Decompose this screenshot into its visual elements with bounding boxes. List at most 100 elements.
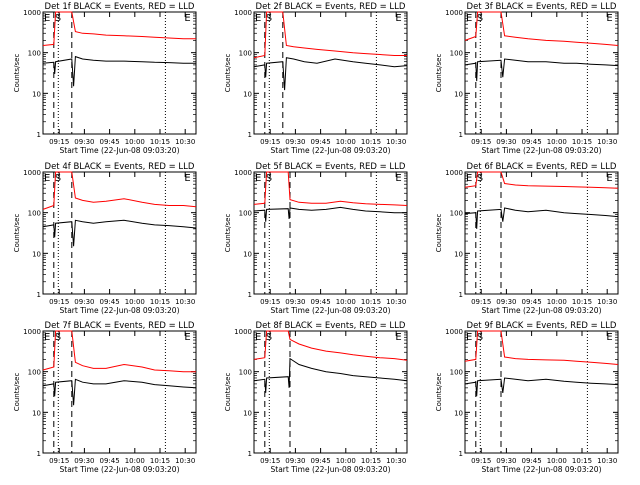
plot-panel-8: Det 8f BLACK = Events, RED = LLD 1 10 100 10…: [224, 321, 408, 474]
event-marker-label: E: [466, 173, 472, 184]
y-axis-label: Counts/sec: [224, 214, 232, 253]
x-tick-label: 09:30: [74, 298, 94, 306]
event-marker-label: S: [477, 13, 483, 24]
y-tick-label: 100: [239, 50, 252, 58]
event-marker-label: S: [266, 332, 272, 343]
y-tick-label: 10: [32, 409, 41, 417]
event-marker-label: E: [606, 332, 612, 343]
event-marker-label: E: [184, 332, 190, 343]
y-tick-label: 1000: [23, 328, 41, 336]
y-tick-label: 1000: [445, 328, 463, 336]
x-tick-label: 10:30: [597, 457, 617, 465]
x-tick-label: 10:15: [572, 138, 592, 146]
x-tick-label: 09:30: [74, 457, 94, 465]
event-marker-label: E: [184, 173, 190, 184]
x-tick-label: 09:30: [496, 138, 516, 146]
y-tick-label: 100: [239, 210, 252, 218]
y-tick-label: 1: [37, 131, 41, 139]
x-tick-label: 09:45: [522, 457, 542, 465]
y-tick-label: 1000: [23, 9, 41, 17]
y-tick-label: 1: [248, 450, 252, 458]
x-tick-label: 10:00: [547, 457, 567, 465]
y-tick-label: 100: [28, 369, 41, 377]
y-tick-label: 100: [28, 50, 41, 58]
event-marker-label: S: [55, 332, 61, 343]
x-tick-label: 09:45: [100, 457, 120, 465]
y-axis-label: Counts/sec: [435, 214, 443, 253]
y-tick-label: 1: [459, 450, 463, 458]
x-tick-label: 09:45: [522, 138, 542, 146]
y-tick-label: 1000: [445, 9, 463, 17]
y-axis-label: Counts/sec: [224, 373, 232, 412]
x-tick-label: 10:15: [572, 298, 592, 306]
plot-title: Det 4f BLACK = Events, RED = LLD: [45, 162, 195, 172]
y-axis-label: Counts/sec: [13, 54, 21, 93]
event-marker-label: E: [44, 332, 50, 343]
x-tick-label: 09:15: [49, 298, 69, 306]
x-tick-label: 09:30: [496, 298, 516, 306]
plot-panel-3: Det 3f BLACK = Events, RED = LLD 1 10 100 10…: [435, 2, 619, 155]
plot-panel-1: Det 1f BLACK = Events, RED = LLD 1 10 100 10…: [13, 2, 197, 155]
x-tick-label: 09:15: [49, 138, 69, 146]
series-line-lld: [42, 11, 196, 46]
x-axis-label: Start Time (22-Jun-08 09:03:20): [482, 465, 602, 474]
series-line-events: [464, 377, 619, 397]
y-tick-label: 1: [248, 291, 252, 299]
y-tick-label: 100: [239, 369, 252, 377]
y-tick-label: 1000: [23, 169, 41, 177]
x-tick-label: 10:00: [336, 457, 356, 465]
plot-title: Det 8f BLACK = Events, RED = LLD: [256, 321, 406, 331]
x-tick-label: 09:45: [311, 457, 331, 465]
plot-frame: [253, 330, 408, 454]
plot-title: Det 2f BLACK = Events, RED = LLD: [256, 2, 406, 12]
plot-title: Det 6f BLACK = Events, RED = LLD: [467, 162, 617, 172]
event-marker-label: S: [477, 332, 483, 343]
series-line-events: [42, 55, 196, 87]
y-tick-label: 1000: [234, 169, 252, 177]
x-tick-label: 09:45: [311, 298, 331, 306]
plot-title: Det 3f BLACK = Events, RED = LLD: [467, 2, 617, 12]
y-tick-label: 100: [450, 210, 463, 218]
y-tick-label: 1: [459, 131, 463, 139]
y-tick-label: 1000: [445, 169, 463, 177]
x-axis-label: Start Time (22-Jun-08 09:03:20): [482, 146, 602, 155]
x-tick-label: 10:15: [150, 138, 170, 146]
event-marker-label: S: [266, 173, 272, 184]
x-tick-label: 09:15: [471, 298, 491, 306]
y-tick-label: 1000: [234, 9, 252, 17]
x-tick-label: 10:00: [125, 298, 145, 306]
plot-panel-7: Det 7f BLACK = Events, RED = LLD 1 10 100 10…: [13, 321, 197, 474]
x-tick-label: 10:15: [150, 457, 170, 465]
series-line-lld: [42, 171, 197, 210]
x-axis-label: Start Time (22-Jun-08 09:03:20): [271, 146, 391, 155]
event-marker-label: E: [255, 13, 261, 24]
event-marker-label: E: [255, 332, 261, 343]
y-tick-label: 100: [450, 369, 463, 377]
y-axis-label: Counts/sec: [13, 373, 21, 412]
y-tick-label: 1: [248, 131, 252, 139]
x-axis-label: Start Time (22-Jun-08 09:03:20): [482, 306, 602, 315]
series-line-events: [42, 219, 197, 247]
x-tick-label: 10:00: [336, 138, 356, 146]
x-tick-label: 10:00: [547, 298, 567, 306]
x-tick-label: 10:30: [386, 138, 406, 146]
x-axis-label: Start Time (22-Jun-08 09:03:20): [271, 465, 391, 474]
y-tick-label: 10: [243, 90, 252, 98]
y-axis-label: Counts/sec: [435, 54, 443, 93]
x-tick-label: 09:30: [285, 298, 305, 306]
series-line-events: [253, 206, 407, 222]
plot-frame: [464, 171, 619, 295]
x-tick-label: 10:15: [361, 138, 381, 146]
x-tick-label: 09:30: [74, 138, 94, 146]
y-tick-label: 1000: [234, 328, 252, 336]
plot-frame: [42, 330, 197, 454]
series-line-events: [253, 57, 408, 91]
event-marker-label: E: [44, 13, 50, 24]
plot-title: Det 9f BLACK = Events, RED = LLD: [467, 321, 617, 331]
series-line-events: [464, 58, 619, 82]
event-marker-label: S: [477, 173, 483, 184]
x-tick-label: 10:15: [361, 298, 381, 306]
x-tick-label: 09:15: [471, 457, 491, 465]
x-tick-label: 10:00: [336, 298, 356, 306]
